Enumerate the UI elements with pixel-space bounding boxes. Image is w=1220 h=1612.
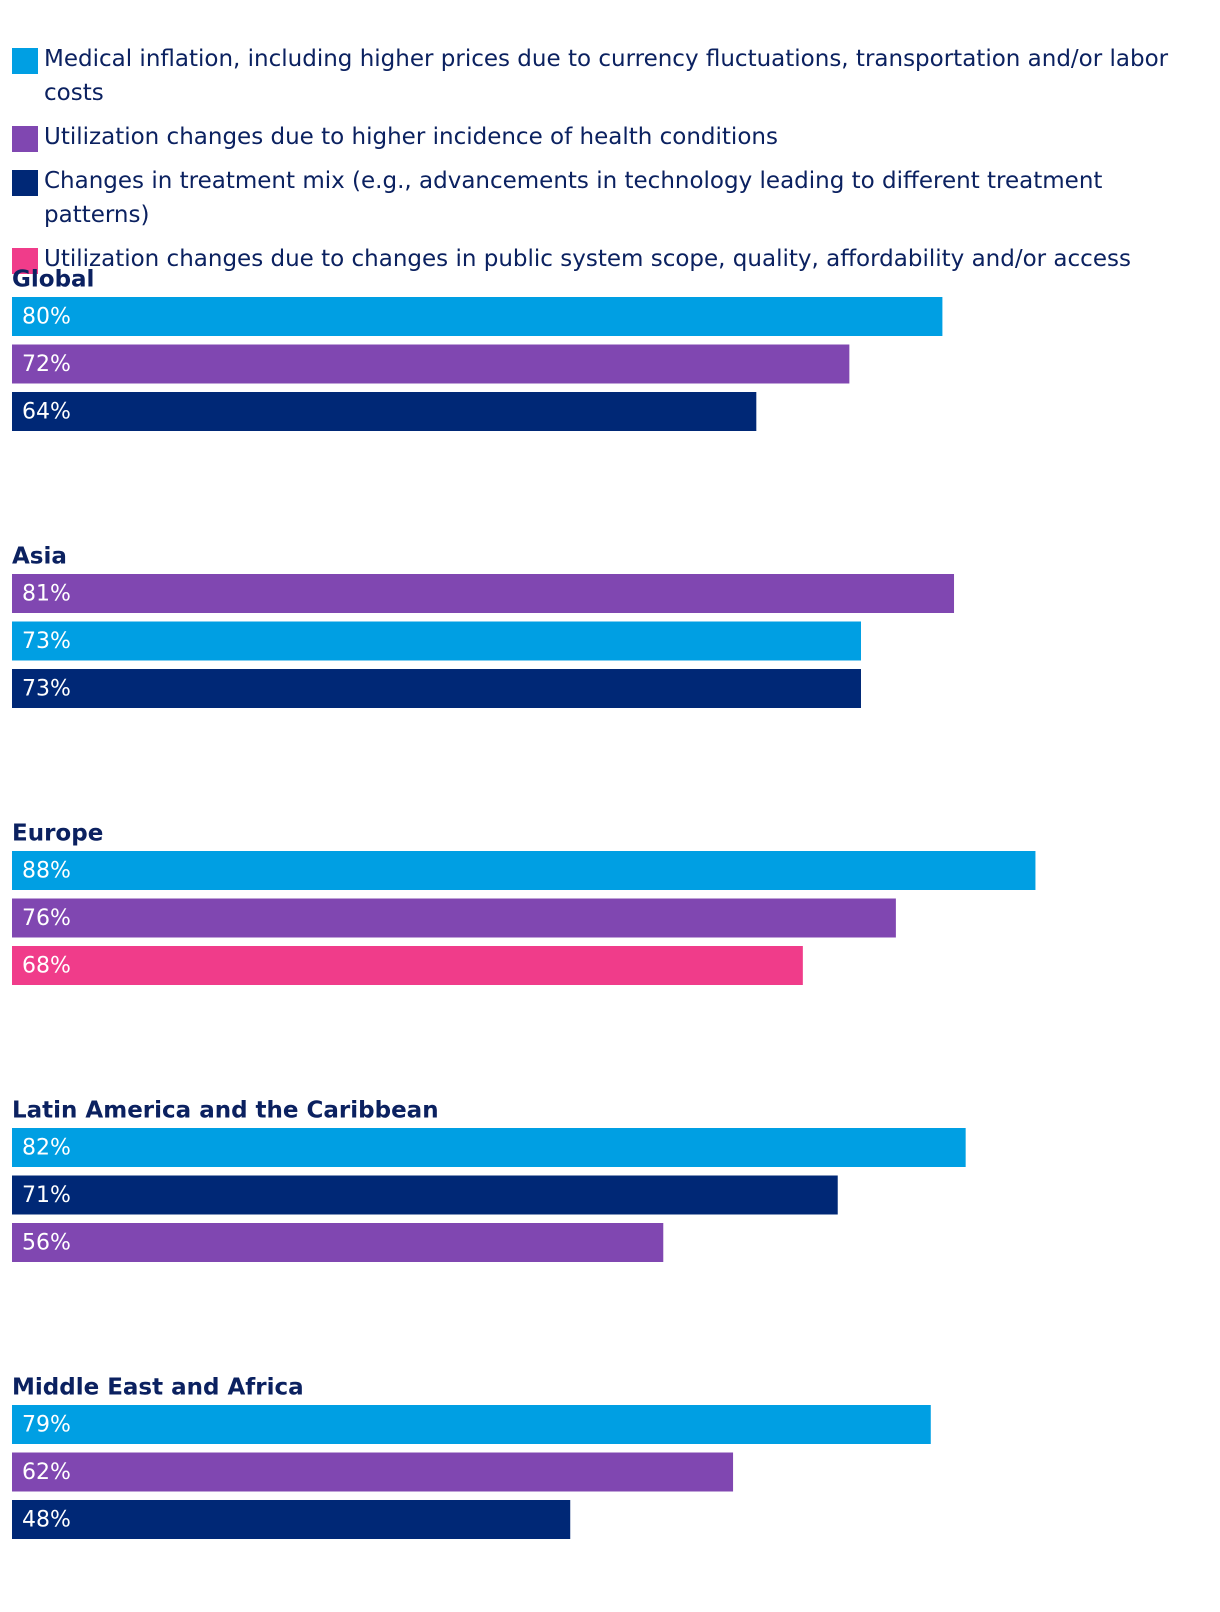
bar-label-middle-east-and-africa-mix: 48% bbox=[22, 1508, 71, 1533]
group-title-global: Global bbox=[12, 267, 94, 293]
bar-label-latin-america-and-the-caribbean-inflation: 82% bbox=[22, 1136, 71, 1161]
legend-swatch-inflation bbox=[12, 48, 38, 74]
bar-label-asia-incidence: 81% bbox=[22, 582, 71, 607]
bar-asia-mix bbox=[12, 669, 861, 708]
legend-item-mix: Changes in treatment mix (e.g., advancem… bbox=[12, 164, 1202, 232]
group-europe: Europe 88% 76% 68% bbox=[12, 821, 1036, 985]
bar-latin-america-and-the-caribbean-inflation bbox=[12, 1128, 966, 1167]
group-global: Global 80% 72% 64% bbox=[12, 267, 943, 431]
bar-label-middle-east-and-africa-inflation: 79% bbox=[22, 1413, 71, 1438]
legend-item-incidence: Utilization changes due to higher incide… bbox=[12, 120, 1202, 154]
bar-europe-incidence bbox=[12, 898, 896, 938]
bar-europe-public bbox=[12, 946, 803, 985]
bar-label-latin-america-and-the-caribbean-incidence: 56% bbox=[22, 1231, 71, 1256]
bar-middle-east-and-africa-inflation bbox=[12, 1405, 931, 1444]
group-asia: Asia 81% 73% 73% bbox=[12, 544, 955, 708]
legend-item-inflation: Medical inflation, including higher pric… bbox=[12, 42, 1202, 110]
bar-latin-america-and-the-caribbean-incidence bbox=[12, 1223, 664, 1262]
legend-item-public: Utilization changes due to changes in pu… bbox=[12, 242, 1202, 276]
group-title-asia: Asia bbox=[12, 544, 67, 570]
bar-asia-incidence bbox=[12, 574, 955, 613]
bar-label-asia-mix: 73% bbox=[22, 677, 71, 702]
bar-label-europe-inflation: 88% bbox=[22, 859, 71, 884]
bar-label-europe-incidence: 76% bbox=[22, 906, 71, 931]
group-middle-east-and-africa: Middle East and Africa 79% 62% 48% bbox=[12, 1375, 931, 1539]
legend-swatch-incidence bbox=[12, 126, 38, 152]
legend-swatch-public bbox=[12, 248, 38, 274]
bar-label-latin-america-and-the-caribbean-mix: 71% bbox=[22, 1183, 71, 1208]
legend-label-incidence: Utilization changes due to higher incide… bbox=[44, 124, 778, 150]
bar-global-inflation bbox=[12, 297, 943, 336]
bar-asia-inflation bbox=[12, 621, 861, 661]
group-latin-america-and-the-caribbean: Latin America and the Caribbean 82% 71% 56% bbox=[12, 1098, 966, 1262]
legend-label-mix: Changes in treatment mix (e.g., advancem… bbox=[44, 168, 1103, 228]
bar-label-europe-public: 68% bbox=[22, 954, 71, 979]
bar-label-middle-east-and-africa-incidence: 62% bbox=[22, 1460, 71, 1485]
bar-label-global-inflation: 80% bbox=[22, 305, 71, 330]
bar-latin-america-and-the-caribbean-mix bbox=[12, 1175, 838, 1215]
group-title-latin-america-and-the-caribbean: Latin America and the Caribbean bbox=[12, 1098, 439, 1124]
bar-label-global-incidence: 72% bbox=[22, 352, 71, 377]
bar-global-incidence bbox=[12, 344, 850, 384]
bar-label-global-mix: 64% bbox=[22, 400, 71, 425]
bar-label-asia-inflation: 73% bbox=[22, 629, 71, 654]
bar-europe-inflation bbox=[12, 851, 1036, 890]
legend-label-inflation: Medical inflation, including higher pric… bbox=[44, 46, 1169, 106]
group-title-middle-east-and-africa: Middle East and Africa bbox=[12, 1375, 304, 1401]
legend-label-public: Utilization changes due to changes in pu… bbox=[44, 246, 1131, 272]
chart-legend: Medical inflation, including higher pric… bbox=[12, 42, 1202, 286]
bar-middle-east-and-africa-mix bbox=[12, 1500, 571, 1539]
group-title-europe: Europe bbox=[12, 821, 103, 847]
legend-swatch-mix bbox=[12, 170, 38, 196]
bar-middle-east-and-africa-incidence bbox=[12, 1452, 734, 1492]
bar-global-mix bbox=[12, 392, 757, 431]
